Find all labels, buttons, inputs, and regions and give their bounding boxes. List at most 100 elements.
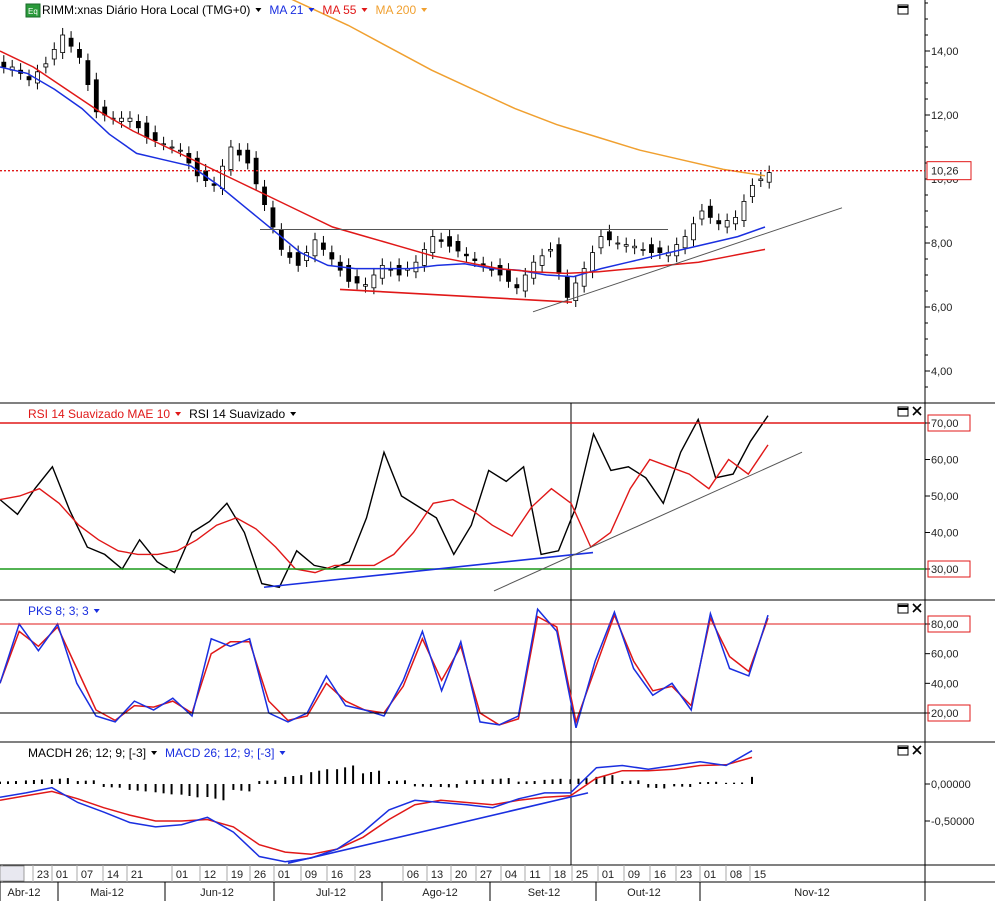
pks-ytick-label: 20,00: [931, 708, 959, 720]
close-icon: [912, 603, 922, 613]
month-label: Set-12: [528, 887, 560, 899]
day-label: 08: [730, 869, 742, 881]
candle-body: [169, 146, 175, 149]
legends-layer: Eq RIMM:xnas Diário Hora Local (TMG+0) MA …: [25, 3, 922, 760]
candle-body: [623, 244, 629, 247]
candle-body: [135, 121, 141, 129]
rsi-divergence-line: [263, 551, 594, 589]
candle-body: [211, 183, 217, 186]
legend-item: MACDH 26; 12; 9; [-3]: [28, 746, 146, 760]
candle-body: [346, 264, 352, 282]
dropdown-arrow-icon: [421, 8, 428, 12]
candle-body: [270, 207, 276, 228]
dropdown-arrow-icon: [361, 8, 368, 12]
candle-body: [615, 242, 621, 245]
macd-line-1: [0, 756, 753, 856]
candle-body: [379, 264, 385, 279]
uptrend-line: [532, 207, 843, 313]
price-ytick-label: 4,00: [931, 366, 952, 378]
legend-item: MA 55: [322, 3, 356, 17]
candle-body: [699, 210, 705, 220]
day-label: 01: [278, 869, 290, 881]
candle-body: [43, 63, 49, 68]
candle-body: [724, 220, 730, 228]
day-label: 16: [331, 869, 343, 881]
legend-item: RSI 14 Suavizado MAE 10: [28, 407, 170, 421]
candle-body: [421, 248, 427, 266]
candle-body: [455, 240, 461, 252]
candle-body: [119, 117, 124, 122]
ma-line-ma-21: [0, 66, 766, 278]
pks-ytick-label: 60,00: [931, 649, 959, 661]
ma-line-ma-200: [291, 0, 766, 177]
macd-line-0: [0, 750, 753, 863]
candle-body: [539, 255, 545, 266]
price-ytick-label: 6,00: [931, 302, 952, 314]
candle-body: [51, 49, 57, 60]
candle-body: [262, 186, 267, 206]
candle-body: [649, 244, 654, 254]
price-ytick-label: 12,00: [931, 110, 959, 122]
candle-body: [329, 252, 335, 260]
candle-body: [26, 76, 32, 81]
dropdown-arrow-icon: [151, 751, 158, 755]
candle-body: [363, 284, 368, 287]
dropdown-arrow-icon: [279, 751, 286, 755]
maximize-icon: [897, 406, 909, 417]
candle-body: [497, 264, 503, 276]
candle-body: [77, 49, 82, 58]
month-label: Out-12: [627, 887, 661, 899]
day-label: 01: [56, 869, 68, 881]
dropdown-arrow-icon: [290, 412, 297, 416]
legend-item: MA 200: [375, 3, 416, 17]
candle-body: [144, 122, 150, 138]
candle-body: [522, 274, 528, 292]
month-label: Abr-12: [7, 887, 40, 899]
rsi-ytick-label: 30,00: [931, 564, 959, 576]
candle-body: [354, 276, 360, 284]
day-label: 13: [431, 869, 443, 881]
dropdown-arrow-icon: [255, 8, 262, 12]
candle-body: [438, 239, 444, 242]
ma-line-ma-55: [0, 50, 766, 275]
maximize-icon: [897, 4, 909, 15]
month-label: Ago-12: [422, 887, 457, 899]
legend-item: RSI 14 Suavizado: [189, 407, 285, 421]
macd-trendline: [287, 792, 589, 864]
candle-body: [682, 236, 688, 249]
day-label: 20: [455, 869, 467, 881]
candle-body: [531, 261, 537, 279]
candle-body: [556, 244, 562, 274]
support-trendline: [339, 288, 573, 303]
candle-body: [590, 252, 595, 273]
rsi-uptrend-line: [493, 451, 803, 592]
day-label: 18: [554, 869, 566, 881]
day-label: 09: [305, 869, 317, 881]
candle-body: [598, 236, 604, 249]
maximize-icon: [897, 603, 909, 614]
rsi-ytick-label: 50,00: [931, 491, 959, 503]
candle-body: [716, 220, 722, 225]
candle-body: [632, 245, 638, 249]
candle-body: [321, 242, 326, 250]
month-label: Jul-12: [316, 887, 346, 899]
eq-badge-icon: [25, 3, 41, 18]
day-label: 23: [37, 869, 49, 881]
candle-body: [464, 253, 469, 257]
day-label: 19: [231, 869, 243, 881]
candle-body: [127, 117, 133, 122]
rsi-ytick-label: 70,00: [931, 418, 959, 430]
candle-body: [60, 34, 66, 54]
legend-item: MA 21: [269, 3, 303, 17]
month-label: Nov-12: [794, 887, 829, 899]
candle-body: [447, 236, 452, 247]
candle-body: [581, 268, 587, 287]
candle-body: [245, 149, 251, 164]
day-label: 01: [176, 869, 188, 881]
close-icon: [912, 406, 922, 416]
candle-body: [152, 132, 158, 142]
date-cursor-box: [0, 865, 25, 882]
candle-body: [741, 200, 747, 221]
candle-body: [606, 231, 612, 241]
